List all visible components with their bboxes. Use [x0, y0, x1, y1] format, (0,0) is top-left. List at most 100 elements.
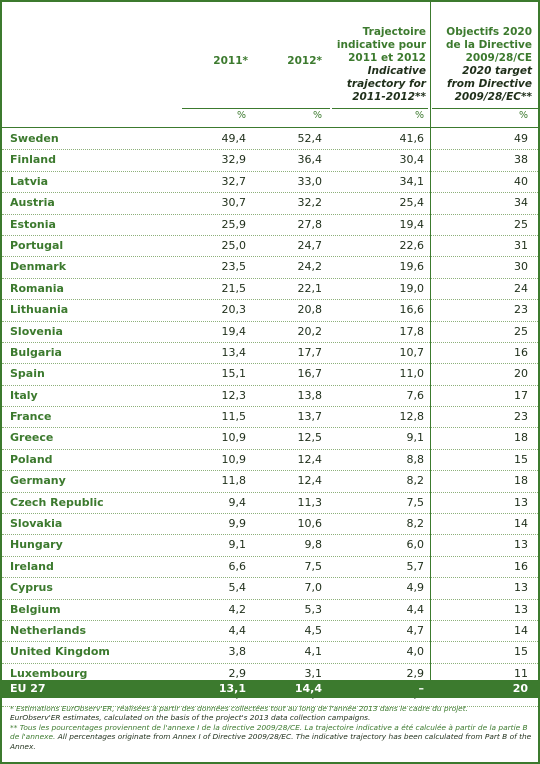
total-label: EU 27 [10, 682, 46, 695]
country-name: Finland [10, 153, 57, 167]
value-target: 16 [514, 345, 528, 359]
value-trajectory: 8,2 [406, 517, 425, 531]
value-2011: 5,4 [228, 581, 247, 595]
country-name: France [10, 410, 52, 424]
value-2012: 17,7 [297, 345, 323, 359]
value-target: 40 [514, 174, 528, 188]
header-rule-trajectory [332, 108, 428, 109]
value-target: 18 [514, 474, 528, 488]
country-name: Belgium [10, 602, 61, 616]
value-2011: 3,8 [228, 645, 247, 659]
table-row: Cyprus 5,4 7,0 4,9 13 [2, 578, 538, 600]
value-2011: 11,5 [221, 410, 247, 424]
table-row: Finland 32,9 36,4 30,4 38 [2, 150, 538, 172]
value-2011: 9,4 [228, 495, 247, 509]
value-trajectory: 16,6 [399, 303, 425, 317]
value-2011: 32,7 [221, 174, 247, 188]
table-row: Germany 11,8 12,4 8,2 18 [2, 471, 538, 493]
value-trajectory: 8,8 [406, 452, 425, 466]
country-name: Slovakia [10, 517, 63, 531]
value-2012: 24,7 [297, 238, 323, 252]
value-trajectory: 34,1 [399, 174, 425, 188]
value-target: 13 [514, 581, 528, 595]
country-name: Portugal [10, 238, 64, 252]
value-2011: 10,9 [221, 452, 247, 466]
header-rule-target [432, 108, 538, 109]
table-row: Portugal 25,0 24,7 22,6 31 [2, 236, 538, 258]
table-row: Lithuania 20,3 20,8 16,6 23 [2, 300, 538, 322]
value-target: 15 [514, 645, 528, 659]
value-2012: 7,0 [304, 581, 323, 595]
value-trajectory: 7,5 [406, 495, 425, 509]
value-target: 14 [514, 517, 528, 531]
value-trajectory: 30,4 [399, 153, 425, 167]
header-2011-label: 2011* [213, 55, 248, 67]
column-divider-target [430, 2, 431, 680]
header-target-fr: Objectifs 2020 de la Directive 2009/28/C… [445, 26, 532, 64]
header-rule-years [182, 108, 330, 109]
value-2012: 12,4 [297, 474, 323, 488]
value-trajectory: 9,1 [406, 431, 425, 445]
value-target: 13 [514, 538, 528, 552]
country-name: Austria [10, 196, 55, 210]
value-2011: 15,1 [221, 367, 247, 381]
country-name: United Kingdom [10, 645, 110, 659]
value-trajectory: 25,4 [399, 196, 425, 210]
value-2011: 23,5 [221, 260, 247, 274]
value-2012: 33,0 [297, 174, 323, 188]
value-target: 30 [514, 260, 528, 274]
value-target: 38 [514, 153, 528, 167]
country-name: Sweden [10, 132, 59, 145]
unit-2012: % [312, 110, 322, 121]
country-name: Czech Republic [10, 495, 104, 509]
value-2011: 11,8 [221, 474, 247, 488]
value-2012: 12,5 [297, 431, 323, 445]
table-row: Spain 15,1 16,7 11,0 20 [2, 364, 538, 386]
total-2012: 14,4 [294, 682, 322, 695]
table-row: Denmark 23,5 24,2 19,6 30 [2, 257, 538, 279]
value-2011: 4,4 [228, 623, 247, 637]
table-row: Slovenia 19,4 20,2 17,8 25 [2, 322, 538, 343]
value-2012: 12,4 [297, 452, 323, 466]
value-2011: 32,9 [221, 153, 247, 167]
value-2011: 12,3 [221, 388, 247, 402]
value-2012: 52,4 [297, 132, 323, 145]
value-target: 23 [514, 410, 528, 424]
country-name: Hungary [10, 538, 63, 552]
value-target: 16 [514, 559, 528, 573]
table-row: Czech Republic 9,4 11,3 7,5 13 [2, 493, 538, 515]
table-row: Ireland 6,6 7,5 5,7 16 [2, 557, 538, 579]
table-row: France 11,5 13,7 12,8 23 [2, 407, 538, 429]
unit-target: % [518, 110, 528, 121]
header-trajectory: Trajectoire indicative pour 2011 et 2012… [332, 26, 426, 104]
table-row: Austria 30,7 32,2 25,4 34 [2, 193, 538, 215]
value-2011: 9,9 [228, 517, 247, 531]
header-trajectory-fr: Trajectoire indicative pour 2011 et 2012 [336, 26, 426, 64]
country-name: Ireland [10, 559, 54, 573]
country-name: Spain [10, 367, 45, 381]
value-2011: 30,7 [221, 196, 247, 210]
value-2012: 13,8 [297, 388, 323, 402]
footnote-1-fr: * Estimations EurObserv'ER, réalisées à … [10, 704, 468, 713]
value-2012: 27,8 [297, 217, 323, 231]
value-trajectory: 8,2 [406, 474, 425, 488]
table-row: Slovakia 9,9 10,6 8,2 14 [2, 514, 538, 536]
value-2011: 10,9 [221, 431, 247, 445]
value-trajectory: 4,4 [406, 602, 425, 616]
value-trajectory: 6,0 [406, 538, 425, 552]
value-trajectory: 2,9 [406, 666, 425, 680]
value-2011: 13,4 [221, 345, 247, 359]
header-target: Objectifs 2020 de la Directive 2009/28/C… [434, 26, 532, 104]
value-2012: 10,6 [297, 517, 323, 531]
value-2012: 22,1 [297, 281, 323, 295]
country-name: Poland [10, 452, 53, 466]
value-target: 25 [514, 217, 528, 231]
value-trajectory: 4,7 [406, 623, 425, 637]
value-2012: 13,7 [297, 410, 323, 424]
value-target: 25 [514, 324, 528, 338]
value-2012: 4,1 [304, 645, 323, 659]
value-2011: 49,4 [221, 132, 247, 145]
value-trajectory: 12,8 [399, 410, 425, 424]
value-2012: 7,5 [304, 559, 323, 573]
